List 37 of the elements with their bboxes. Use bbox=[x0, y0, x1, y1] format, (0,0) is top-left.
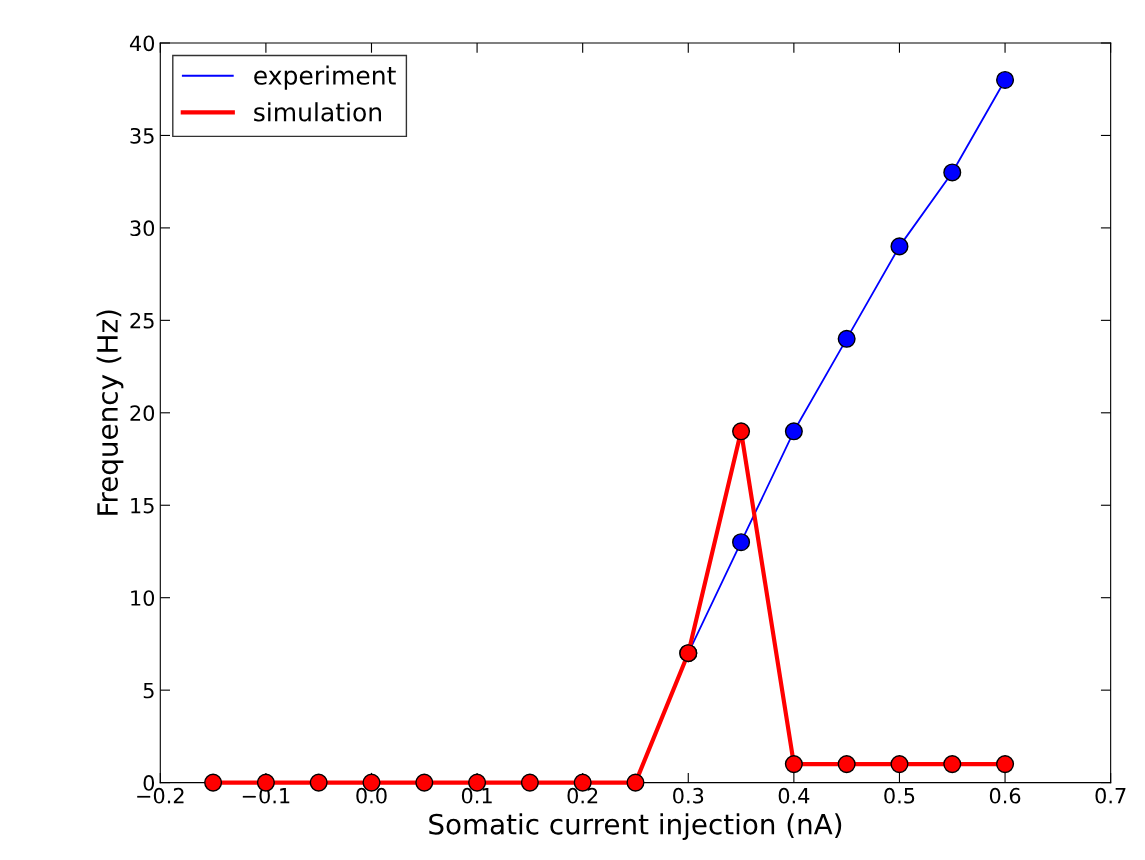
x-tick-label: 0.4 bbox=[778, 787, 810, 804]
point bbox=[943, 755, 962, 774]
y-tick-label: 20 bbox=[130, 405, 155, 422]
point bbox=[996, 755, 1015, 774]
point bbox=[890, 755, 909, 774]
legend-label: experiment bbox=[254, 65, 396, 90]
x-tick-label: 0.5 bbox=[884, 787, 915, 804]
point bbox=[732, 422, 751, 441]
y-tick-label: 25 bbox=[130, 312, 154, 329]
point bbox=[890, 237, 909, 256]
point bbox=[204, 773, 223, 792]
y-tick-label: 5 bbox=[143, 682, 154, 699]
x-tick-label: 0.1 bbox=[461, 787, 492, 804]
point bbox=[837, 755, 856, 774]
point bbox=[784, 422, 803, 441]
y-tick-label: 10 bbox=[131, 590, 155, 606]
point bbox=[309, 773, 328, 792]
point bbox=[415, 773, 434, 792]
y-tick-label: 35 bbox=[130, 127, 154, 144]
point bbox=[626, 773, 645, 792]
x-tick-label: 0.3 bbox=[673, 787, 704, 804]
y-tick-label: 15 bbox=[131, 497, 154, 514]
x-tick-label: 0.7 bbox=[1095, 787, 1126, 804]
y-axis-title: Frequency (Hz) bbox=[96, 310, 124, 515]
legend-label: simulation bbox=[254, 102, 381, 122]
x-tick-label: 0.0 bbox=[356, 787, 387, 804]
x-axis-title: Somatic current injection (nA) bbox=[429, 813, 842, 841]
point bbox=[837, 329, 856, 348]
point bbox=[996, 70, 1015, 90]
y-tick-label: 40 bbox=[129, 35, 155, 52]
x-tick-label: 0.2 bbox=[567, 787, 598, 804]
x-tick-label: 0.6 bbox=[989, 787, 1021, 804]
point bbox=[732, 533, 751, 552]
point bbox=[520, 773, 539, 792]
point bbox=[943, 163, 962, 182]
y-tick-label: 30 bbox=[130, 220, 155, 237]
point bbox=[784, 755, 803, 774]
